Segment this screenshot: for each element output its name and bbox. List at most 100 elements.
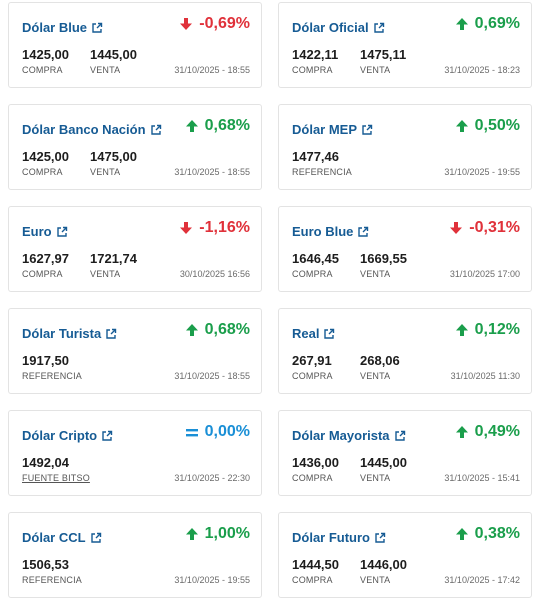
buy-value: 1492,04 — [22, 455, 69, 470]
quote-title-link[interactable]: Dólar Mayorista — [292, 428, 406, 443]
quote-card: Dólar Mayorista 0,49% 1436,00 COMPRA 1445,00… — [278, 410, 532, 496]
quote-card: Dólar Blue -0,69% 1425,00 COMPRA 1445,00 VENT… — [8, 2, 262, 88]
quote-title-link[interactable]: Dólar CCL — [22, 530, 102, 545]
sell-label: VENTA — [360, 65, 391, 75]
external-link-icon[interactable] — [150, 124, 162, 136]
change-percent: 1,00% — [204, 525, 250, 542]
buy-label: REFERENCIA — [22, 575, 83, 585]
arrow-up-icon — [455, 18, 468, 30]
sell-value: 1721,74 — [90, 251, 137, 266]
buy-value: 1627,97 — [22, 251, 69, 266]
quote-title-link[interactable]: Dólar MEP — [292, 122, 373, 137]
external-link-icon[interactable] — [373, 22, 385, 34]
external-link-icon[interactable] — [323, 328, 335, 340]
external-link-icon[interactable] — [361, 124, 373, 136]
timestamp: 31/10/2025 - 18:55 — [174, 167, 250, 177]
equals-icon — [185, 429, 198, 437]
external-link-icon[interactable] — [105, 328, 117, 340]
external-link-icon[interactable] — [91, 22, 103, 34]
quote-title-link[interactable]: Dólar Futuro — [292, 530, 386, 545]
external-link-icon[interactable] — [357, 226, 369, 238]
quote-title: Euro Blue — [292, 224, 354, 239]
change-percent: 0,49% — [474, 423, 520, 440]
quote-title: Euro — [22, 224, 52, 239]
external-link-icon[interactable] — [374, 532, 386, 544]
buy-label: COMPRA — [292, 65, 333, 75]
buy-value: 1506,53 — [22, 557, 69, 572]
quote-title: Dólar Mayorista — [292, 428, 390, 443]
quote-title: Dólar Banco Nación — [22, 122, 146, 137]
quote-card: Euro Blue -0,31% 1646,45 COMPRA 1669,55 VENTA… — [278, 206, 532, 292]
quote-title-link[interactable]: Euro Blue — [292, 224, 369, 239]
timestamp: 30/10/2025 16:56 — [179, 269, 250, 279]
sell-label: VENTA — [360, 575, 391, 585]
sell-value: 1445,00 — [90, 47, 137, 62]
external-link-icon[interactable] — [90, 532, 102, 544]
timestamp: 31/10/2025 - 18:55 — [174, 65, 250, 75]
arrow-up-icon — [185, 120, 198, 132]
external-link-icon[interactable] — [56, 226, 68, 238]
change-percent: 0,68% — [204, 117, 250, 134]
arrow-down-icon — [180, 222, 193, 234]
arrow-up-icon — [185, 528, 198, 540]
arrow-up-icon — [455, 528, 468, 540]
sell-label: VENTA — [90, 167, 121, 177]
source-link[interactable]: FUENTE BITSO — [22, 473, 90, 483]
timestamp: 31/10/2025 11:30 — [450, 371, 520, 381]
external-link-icon[interactable] — [101, 430, 113, 442]
change-indicator: 0,00% — [185, 423, 250, 441]
change-percent: -0,31% — [469, 219, 520, 236]
quote-title-link[interactable]: Dólar Turista — [22, 326, 117, 341]
timestamp: 31/10/2025 - 19:55 — [174, 575, 250, 585]
timestamp: 31/10/2025 - 15:41 — [444, 473, 520, 483]
change-indicator: 0,38% — [455, 525, 520, 543]
quote-card: Dólar CCL 1,00% 1506,53 REFERENCIA 31/10/202… — [8, 512, 262, 598]
quote-card: Dólar Turista 0,68% 1917,50 REFERENCIA 31/10… — [8, 308, 262, 394]
change-indicator: 0,69% — [455, 15, 520, 33]
sell-label: VENTA — [360, 269, 391, 279]
timestamp: 31/10/2025 - 22:30 — [174, 473, 250, 483]
change-indicator: -1,16% — [179, 219, 250, 237]
sell-value: 1475,11 — [360, 47, 407, 62]
buy-label: REFERENCIA — [22, 371, 83, 381]
buy-value: 1436,00 — [292, 455, 339, 470]
quote-title-link[interactable]: Dólar Oficial — [292, 20, 385, 35]
quote-card: Dólar Cripto 0,00% 1492,04 FUENTE BITSO 31/1… — [8, 410, 262, 496]
change-percent: 0,68% — [204, 321, 250, 338]
change-percent: 0,00% — [204, 423, 250, 440]
arrow-up-icon — [455, 324, 468, 336]
buy-label: COMPRA — [292, 269, 333, 279]
sell-label: VENTA — [360, 473, 391, 483]
timestamp: 31/10/2025 - 18:55 — [174, 371, 250, 381]
arrow-up-icon — [185, 324, 198, 336]
quote-title-link[interactable]: Dólar Blue — [22, 20, 103, 35]
change-indicator: -0,69% — [179, 15, 250, 33]
sell-value: 1446,00 — [360, 557, 407, 572]
sell-label: VENTA — [360, 371, 391, 381]
timestamp: 31/10/2025 - 18:23 — [444, 65, 520, 75]
quote-card: Dólar Oficial 0,69% 1422,11 COMPRA 1475,11 VE… — [278, 2, 532, 88]
quote-title-link[interactable]: Real — [292, 326, 335, 341]
buy-value: 1444,50 — [292, 557, 339, 572]
quote-title: Real — [292, 326, 320, 341]
quote-title: Dólar Futuro — [292, 530, 370, 545]
quote-title-link[interactable]: Euro — [22, 224, 68, 239]
quote-title-link[interactable]: Dólar Cripto — [22, 428, 113, 443]
arrow-up-icon — [455, 120, 468, 132]
sell-label: VENTA — [90, 65, 121, 75]
external-link-icon[interactable] — [394, 430, 406, 442]
change-percent: 0,38% — [474, 525, 520, 542]
buy-label: COMPRA — [292, 371, 333, 381]
change-percent: -1,16% — [199, 219, 250, 236]
quote-title: Dólar Blue — [22, 20, 88, 35]
arrow-down-icon — [180, 18, 193, 30]
quote-title: Dólar Cripto — [22, 428, 98, 443]
quote-title: Dólar CCL — [22, 530, 86, 545]
quote-title-link[interactable]: Dólar Banco Nación — [22, 122, 162, 137]
sell-value: 1669,55 — [360, 251, 407, 266]
sell-value: 268,06 — [360, 353, 400, 368]
timestamp: 31/10/2025 - 19:55 — [444, 167, 520, 177]
quote-card: Dólar Futuro 0,38% 1444,50 COMPRA 1446,00 VEN… — [278, 512, 532, 598]
change-indicator: 0,68% — [185, 117, 250, 135]
arrow-up-icon — [455, 426, 468, 438]
